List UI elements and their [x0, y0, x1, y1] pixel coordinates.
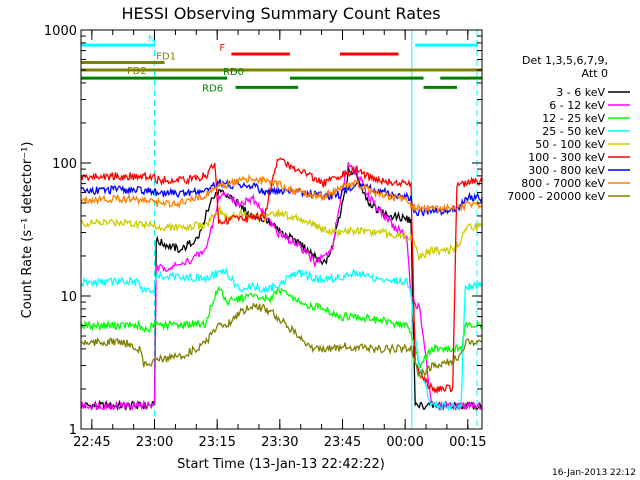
- y-axis-label: Count Rate (s⁻¹ detector⁻¹): [20, 142, 35, 319]
- x-tick-label-2: 23:15: [198, 435, 235, 450]
- x-axis-label: Start Time (13-Jan-13 22:42:22): [177, 457, 385, 472]
- x-tick-label-0: 22:45: [73, 435, 110, 450]
- legend-label-3: 25 - 50 keV: [542, 125, 605, 138]
- x-tick-label-1: 23:00: [136, 435, 173, 450]
- legend-label-0: 3 - 6 keV: [556, 86, 605, 99]
- flag-label-f: F: [219, 43, 225, 54]
- chart-title: HESSI Observing Summary Count Rates: [121, 4, 440, 23]
- legend-label-8: 7000 - 20000 keV: [507, 190, 605, 203]
- y-tick-label-1: 10: [60, 290, 77, 305]
- plot-frame: [80, 29, 483, 430]
- y-tick-label-3: 1000: [44, 24, 77, 39]
- series-line-8: [81, 302, 482, 379]
- x-tick-label-5: 00:00: [386, 435, 423, 450]
- x-axis: 22:45 23:00 23:15 23:30 23:45 00:00 00:15: [73, 30, 487, 450]
- series-lines: [81, 157, 482, 412]
- legend-label-6: 300 - 800 keV: [528, 164, 605, 177]
- footer-timestamp: 16-Jan-2013 22:12: [552, 468, 636, 478]
- flag-label-n: N: [148, 34, 155, 45]
- y-axis: 1 10 100 1000: [44, 24, 482, 438]
- x-tick-label-3: 23:30: [261, 435, 298, 450]
- legend-label-1: 6 - 12 keV: [549, 99, 605, 112]
- x-tick-label-6: 00:15: [449, 435, 486, 450]
- x-tick-label-4: 23:45: [324, 435, 361, 450]
- series-line-1: [81, 162, 482, 412]
- flag-label-rd6: RD6: [202, 83, 223, 94]
- y-tick-label-0: 1: [69, 423, 77, 438]
- flag-label-fd2: FD2: [127, 66, 147, 77]
- legend-label-5: 100 - 300 keV: [528, 151, 605, 164]
- series-line-4: [81, 204, 482, 261]
- legend-label-2: 12 - 25 keV: [542, 112, 605, 125]
- legend-label-4: 50 - 100 keV: [535, 138, 605, 151]
- legend-label-7: 800 - 7000 keV: [521, 177, 605, 190]
- series-line-5: [81, 157, 482, 395]
- y-tick-label-2: 100: [52, 157, 77, 172]
- series-line-7: [81, 173, 482, 214]
- legend-header-0: Det 1,3,5,6,7,9,: [522, 54, 608, 67]
- flag-label-rd0: RD0: [223, 67, 244, 78]
- legend-header-1: Att 0: [582, 67, 608, 80]
- flag-label-fd1: FD1: [156, 51, 176, 62]
- series-line-3: [81, 266, 482, 412]
